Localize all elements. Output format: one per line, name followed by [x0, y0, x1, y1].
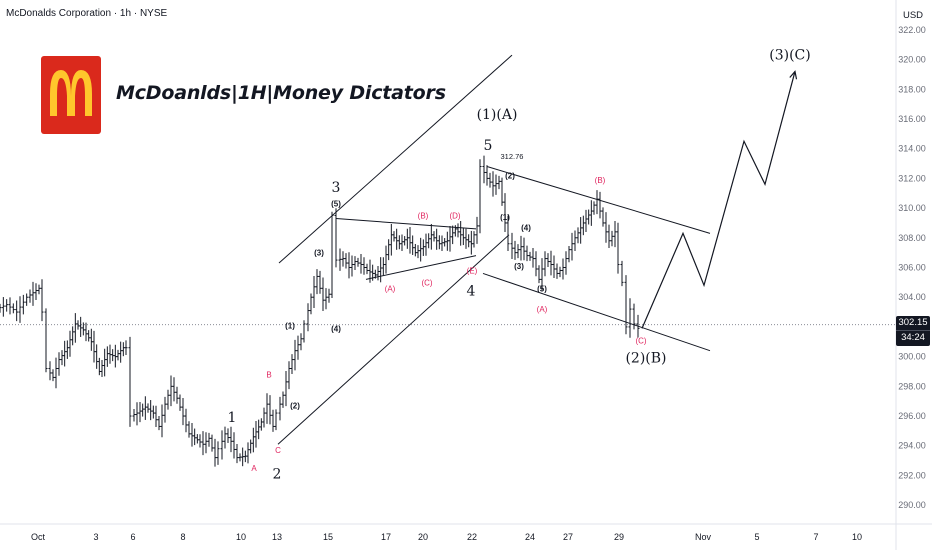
x-tick-label: 7: [813, 532, 818, 542]
x-tick-label: Oct: [31, 532, 46, 542]
wave-label: 4: [467, 284, 476, 300]
wave-label: 5: [484, 138, 493, 154]
wave-label: (3): [514, 262, 524, 271]
wave-label: (3)(C): [769, 48, 810, 64]
wave-label: (3): [314, 249, 324, 258]
x-tick-label: 24: [525, 532, 535, 542]
bar-countdown: 34:24: [901, 332, 925, 343]
y-tick-label: 306.00: [898, 263, 926, 273]
y-tick-label: 290.00: [898, 500, 926, 510]
wave-label: B: [266, 370, 271, 379]
trend-line[interactable]: [486, 166, 711, 234]
wave-label: (A): [537, 305, 548, 314]
x-tick-label: 8: [180, 532, 185, 542]
y-tick-label: 308.00: [898, 233, 926, 243]
x-tick-label: 29: [614, 532, 624, 542]
x-tick-label: 10: [852, 532, 862, 542]
last-price-value: 302.15: [896, 316, 930, 331]
wave-label: (4): [521, 223, 531, 232]
x-tick-label: 6: [130, 532, 135, 542]
wave-label: (B): [595, 176, 606, 185]
x-tick-label: 27: [563, 532, 573, 542]
projection-arrowhead: [789, 70, 798, 80]
trend-line[interactable]: [278, 54, 513, 264]
trend-line[interactable]: [482, 272, 711, 352]
wave-label: 312.76: [501, 152, 524, 161]
y-tick-label: 298.00: [898, 381, 926, 391]
y-tick-label: 292.00: [898, 470, 926, 480]
wave-label: (2): [505, 171, 515, 180]
y-tick-label: 312.00: [898, 173, 926, 183]
x-tick-label: 15: [323, 532, 333, 542]
x-tick-label: 10: [236, 532, 246, 542]
trend-line[interactable]: [365, 255, 477, 280]
wave-label: (1): [285, 321, 295, 330]
x-tick-label: 3: [93, 532, 98, 542]
y-tick-label: 296.00: [898, 411, 926, 421]
golden-arches-icon: [50, 70, 92, 116]
y-tick-label: 320.00: [898, 55, 926, 65]
wave-label: (C): [635, 336, 646, 345]
wave-label: (A): [385, 284, 396, 293]
x-tick-label: 17: [381, 532, 391, 542]
wave-label: C: [275, 446, 281, 455]
x-tick-label: 5: [754, 532, 759, 542]
symbol-title: McDonalds Corporation · 1h · NYSE: [6, 8, 168, 19]
chart-brand-title: McDoanlds|1H|Money Dictators: [116, 82, 446, 104]
mcdonalds-logo-icon: [41, 56, 101, 134]
y-tick-label: 310.00: [898, 203, 926, 213]
y-tick-label: 318.00: [898, 84, 926, 94]
wave-label: (D): [449, 211, 460, 220]
y-tick-label: 300.00: [898, 352, 926, 362]
x-tick-label: 20: [418, 532, 428, 542]
wave-label: 3: [332, 180, 341, 196]
wave-label: A: [251, 464, 257, 473]
wave-label: (1): [500, 213, 510, 222]
wave-label: (B): [418, 211, 429, 220]
wave-label: (C): [421, 278, 432, 287]
last-price-badge: 302.15 34:24: [896, 316, 930, 346]
x-tick-label: 22: [467, 532, 477, 542]
wave-label: (5): [331, 200, 341, 209]
wave-label: (5): [537, 284, 547, 293]
projection-path[interactable]: [641, 71, 796, 329]
y-tick-label: 304.00: [898, 292, 926, 302]
y-tick-label: 316.00: [898, 114, 926, 124]
wave-label: (2)(B): [625, 351, 666, 367]
trend-line[interactable]: [277, 234, 510, 445]
wave-label: (2): [290, 402, 300, 411]
x-tick-label: 13: [272, 532, 282, 542]
y-tick-label: 294.00: [898, 441, 926, 451]
y-tick-label: 314.00: [898, 144, 926, 154]
wave-label: (E): [467, 266, 478, 275]
wave-label: 2: [273, 466, 282, 482]
currency-label[interactable]: USD: [902, 10, 924, 21]
x-tick-label: Nov: [695, 532, 712, 542]
wave-label: (1)(A): [477, 107, 518, 123]
y-tick-label: 322.00: [898, 25, 926, 35]
wave-label: 1: [228, 410, 237, 426]
wave-label: (4): [331, 324, 341, 333]
